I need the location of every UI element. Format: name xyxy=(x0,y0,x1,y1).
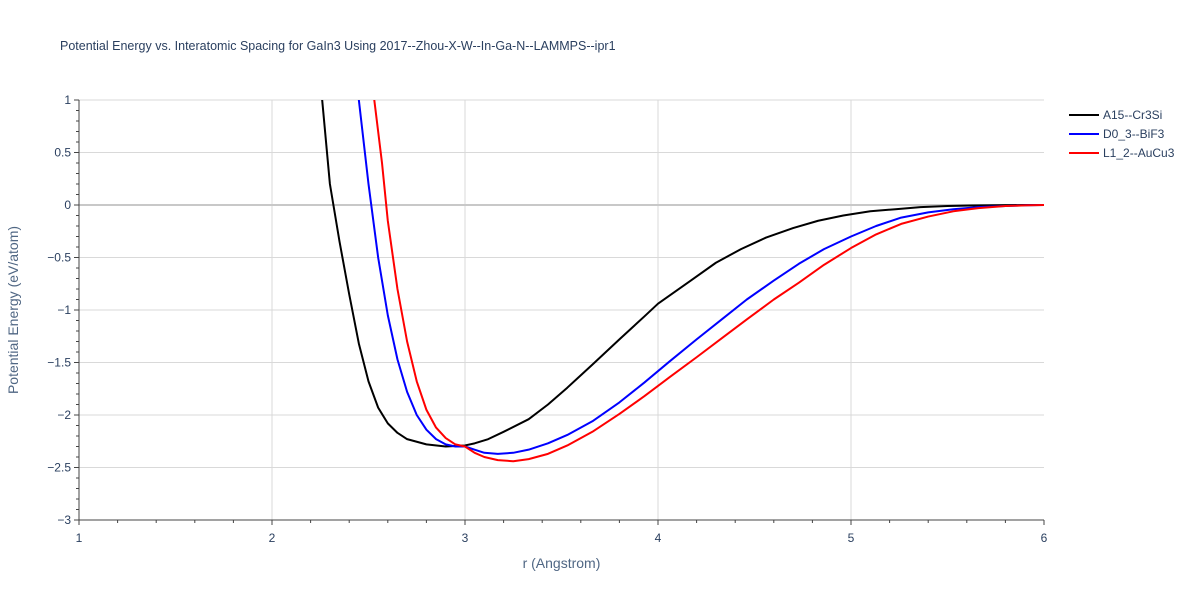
chart-title: Potential Energy vs. Interatomic Spacing… xyxy=(60,39,616,53)
legend-label: D0_3--BiF3 xyxy=(1103,127,1165,141)
x-tick-label: 3 xyxy=(462,531,469,545)
y-tick-label: −2 xyxy=(57,408,71,422)
x-tick-label: 4 xyxy=(655,531,662,545)
y-axis-title: Potential Energy (eV/atom) xyxy=(5,226,21,394)
y-tick-label: −1 xyxy=(57,303,71,317)
x-axis-ticks: 1 2 3 4 5 6 xyxy=(76,531,1048,545)
series-line-1 xyxy=(321,100,1044,448)
y-tick-label: −3 xyxy=(57,513,71,527)
grid xyxy=(79,99,1044,521)
axes xyxy=(74,99,1045,525)
y-axis-ticks: −3 −2.5 −2 −1.5 −1 −0.5 0 0.5 1 xyxy=(47,93,71,527)
y-tick-label: 0.5 xyxy=(54,146,71,160)
y-tick-label: 1 xyxy=(64,93,71,107)
y-tick-label: −2.5 xyxy=(47,461,71,475)
x-tick-label: 1 xyxy=(76,531,83,545)
series-lines xyxy=(321,100,1044,463)
legend: A15--Cr3Si D0_3--BiF3 L1_2--AuCu3 xyxy=(1069,108,1175,160)
y-tick-label: −0.5 xyxy=(47,251,71,265)
x-tick-label: 5 xyxy=(848,531,855,545)
legend-label: L1_2--AuCu3 xyxy=(1103,146,1175,160)
legend-label: A15--Cr3Si xyxy=(1103,108,1162,122)
y-tick-label: −1.5 xyxy=(47,356,71,370)
x-tick-label: 6 xyxy=(1041,531,1048,545)
x-tick-label: 2 xyxy=(269,531,276,545)
series-line-2 xyxy=(357,100,1044,455)
y-tick-label: 0 xyxy=(64,198,71,212)
x-axis-title: r (Angstrom) xyxy=(523,555,601,571)
series-line-3 xyxy=(373,100,1044,463)
